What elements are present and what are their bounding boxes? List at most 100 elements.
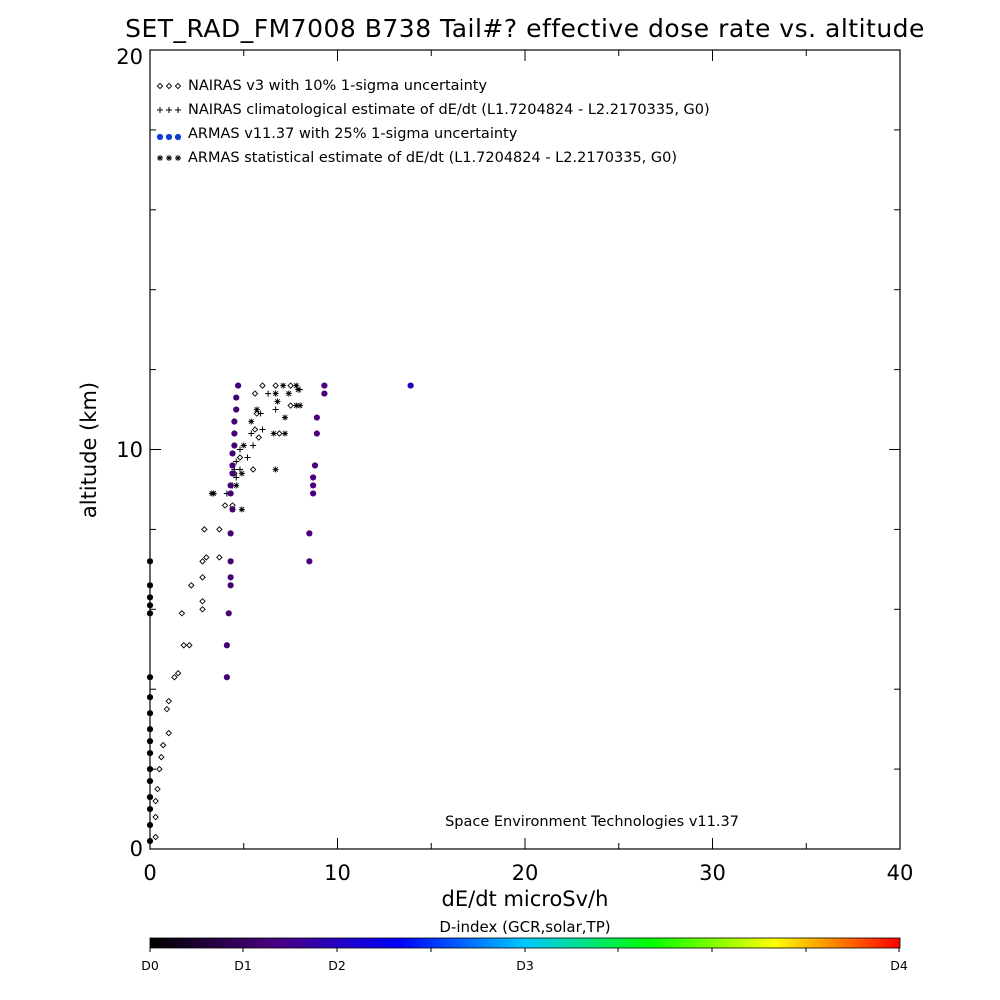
point-diamond <box>165 697 172 705</box>
point-diamond <box>199 574 206 581</box>
point-dot <box>229 470 236 477</box>
point-dot <box>146 726 154 733</box>
point-diamond <box>180 642 187 649</box>
point-dot <box>231 442 238 449</box>
point-diamond <box>174 669 182 677</box>
x-minor-ticks <box>149 50 901 849</box>
point-diamond <box>163 705 171 713</box>
x-tick-label: 30 <box>699 861 726 885</box>
legend-marker <box>174 82 182 90</box>
point-diamond <box>159 741 167 749</box>
legend-marker <box>175 155 181 161</box>
point-asterisk <box>253 406 260 413</box>
point-dot <box>227 582 234 589</box>
y-tick-labels: 0 10 20 <box>116 45 143 861</box>
legend-marker <box>165 82 173 90</box>
x-axis-label: dE/dt microSv/h <box>442 887 609 911</box>
x-tick-label: 0 <box>143 861 156 885</box>
point-dot <box>311 462 319 469</box>
series-dot <box>146 382 414 845</box>
point-dot <box>321 390 328 397</box>
x-tick-label: 40 <box>887 861 914 885</box>
legend-label-nairas-climatological: NAIRAS climatological estimate of dE/dt … <box>188 102 710 118</box>
point-asterisk <box>293 402 300 409</box>
point-plus <box>233 474 240 481</box>
point-asterisk <box>272 466 279 473</box>
credit-annotation: Space Environment Technologies v11.37 <box>445 814 739 830</box>
point-plus <box>272 406 279 413</box>
legend-marker <box>157 155 163 161</box>
legend-label-nairas: NAIRAS v3 with 10% 1-sigma uncertainty <box>188 78 487 94</box>
point-diamond <box>216 554 223 561</box>
point-dot <box>227 482 234 489</box>
point-dot <box>306 530 313 537</box>
chart-title: SET_RAD_FM7008 B738 Tail#? effective dos… <box>125 14 925 43</box>
point-asterisk <box>238 470 245 477</box>
point-dot <box>306 558 313 565</box>
point-asterisk <box>274 398 281 405</box>
point-asterisk <box>233 482 240 489</box>
x-tick-labels: 0 10 20 30 40 <box>143 861 913 885</box>
point-plus <box>259 426 266 433</box>
point-diamond <box>259 382 266 389</box>
point-diamond <box>165 729 172 737</box>
point-dot <box>223 674 230 681</box>
legend-dot-symbol <box>156 133 182 141</box>
data-marks <box>146 382 414 845</box>
point-dot <box>146 821 154 829</box>
legend-diamond-symbol <box>156 82 182 90</box>
point-diamond <box>201 526 208 533</box>
point-dot <box>229 462 236 469</box>
point-dot <box>146 766 154 773</box>
point-asterisk <box>210 490 217 497</box>
point-diamond <box>186 642 193 649</box>
point-dot <box>229 506 236 513</box>
legend: NAIRAS v3 with 10% 1-sigma uncertainty N… <box>156 78 710 166</box>
point-dot <box>310 490 317 497</box>
point-dot <box>229 450 236 457</box>
colorbar-label: D1 <box>234 958 252 973</box>
point-plus <box>244 454 251 461</box>
point-dot <box>227 530 234 537</box>
point-plus <box>237 446 243 453</box>
point-dot <box>146 694 154 701</box>
legend-label-armas: ARMAS v11.37 with 25% 1-sigma uncertaint… <box>188 126 518 142</box>
colorbar-label: D2 <box>328 958 346 973</box>
point-dot <box>407 382 414 389</box>
colorbar-title: D-index (GCR,solar,TP) <box>439 918 610 936</box>
point-dot <box>310 482 317 489</box>
point-diamond <box>253 410 261 417</box>
legend-marker <box>156 133 164 141</box>
y-axis-label: altitude (km) <box>77 382 101 518</box>
point-asterisk <box>272 390 279 397</box>
point-dot <box>146 837 154 845</box>
y-tick-label: 20 <box>116 45 143 69</box>
series-asterisk <box>208 382 303 513</box>
point-diamond <box>178 610 186 617</box>
legend-marker <box>156 82 164 90</box>
colorbar-label: D4 <box>890 958 908 973</box>
point-dot <box>321 382 328 389</box>
legend-marker <box>174 133 182 141</box>
point-diamond <box>272 382 279 389</box>
legend-marker <box>175 107 181 113</box>
point-dot <box>233 394 240 401</box>
point-diamond <box>152 833 159 841</box>
point-dot <box>227 490 234 497</box>
colorbar-ticks <box>149 948 900 952</box>
point-diamond <box>287 382 294 389</box>
point-diamond <box>171 673 178 681</box>
colorbar <box>149 937 901 949</box>
point-dot <box>313 414 320 421</box>
y-minor-ticks <box>150 49 900 850</box>
point-diamond <box>249 466 257 473</box>
point-dot <box>146 805 154 813</box>
point-asterisk <box>285 390 292 397</box>
y-tick-label: 10 <box>116 438 143 462</box>
point-dot <box>146 602 154 609</box>
point-diamond <box>199 598 206 605</box>
legend-asterisk-symbol <box>157 155 181 161</box>
colorbar-label: D0 <box>141 958 159 973</box>
colorbar-label: D3 <box>516 958 534 973</box>
